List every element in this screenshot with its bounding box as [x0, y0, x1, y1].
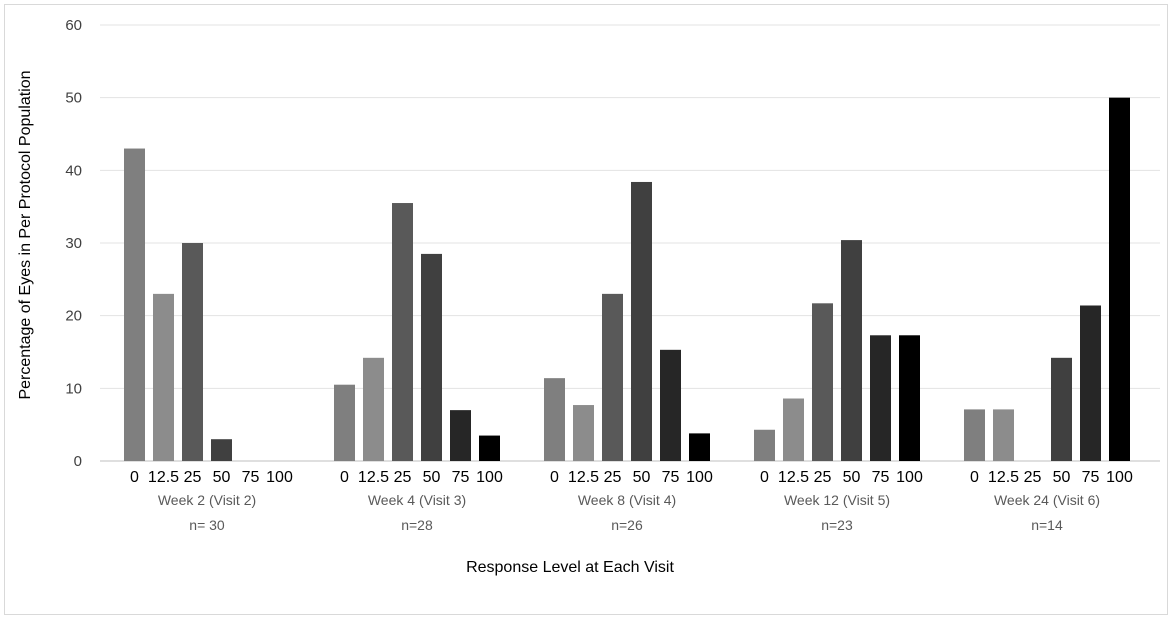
group-label: Week 4 (Visit 3)	[368, 492, 466, 508]
bar	[182, 243, 203, 461]
y-tick-label: 40	[65, 162, 82, 179]
bar	[870, 335, 891, 461]
y-tick-label: 60	[65, 17, 82, 34]
x-tick-label: 50	[1053, 469, 1071, 486]
y-tick-label: 30	[65, 235, 82, 252]
y-tick-label: 0	[74, 453, 82, 470]
group-n-label: n=14	[1031, 517, 1063, 533]
x-tick-label: 12.5	[148, 469, 179, 486]
bars	[124, 97, 1130, 462]
group-labels: Week 2 (Visit 2) n= 30 Week 4 (Visit 3) n=2…	[158, 492, 1100, 533]
bar	[631, 181, 652, 461]
x-tick-label: 25	[184, 469, 202, 486]
x-tick-label: 0	[550, 469, 559, 486]
x-tick-label: 100	[686, 469, 713, 486]
x-tick-label: 12.5	[988, 469, 1019, 486]
group-label: Week 12 (Visit 5)	[784, 492, 890, 508]
bar	[1109, 97, 1130, 462]
bar	[993, 409, 1014, 461]
x-tick-label: 25	[814, 469, 832, 486]
group-n-label: n= 30	[189, 517, 225, 533]
bar	[450, 410, 471, 461]
bar	[841, 240, 862, 461]
x-tick-label: 100	[476, 469, 503, 486]
x-axis-ticks: 0 12.5 25 50 75 100 0 12.5 25 50 75 100 0 12.5 25 50 75 1…	[130, 469, 1133, 486]
x-tick-label: 50	[843, 469, 861, 486]
x-tick-label: 0	[760, 469, 769, 486]
x-tick-label: 0	[340, 469, 349, 486]
x-tick-label: 100	[1106, 469, 1133, 486]
x-tick-label: 75	[1082, 469, 1100, 486]
bar	[544, 378, 565, 461]
bar	[783, 398, 804, 461]
x-tick-label: 0	[970, 469, 979, 486]
x-tick-label: 50	[213, 469, 231, 486]
group-label: Week 24 (Visit 6)	[994, 492, 1100, 508]
x-tick-label: 50	[423, 469, 441, 486]
x-tick-label: 100	[266, 469, 293, 486]
bar	[392, 203, 413, 462]
y-axis-label: Percentage of Eyes in Per Protocol Popul…	[17, 70, 34, 399]
bar	[124, 148, 145, 462]
x-axis-label: Response Level at Each Visit	[466, 559, 674, 576]
bar	[211, 439, 232, 461]
x-tick-label: 25	[604, 469, 622, 486]
group-n-label: n=26	[611, 517, 643, 533]
x-tick-label: 12.5	[778, 469, 809, 486]
x-tick-label: 75	[872, 469, 890, 486]
x-tick-label: 50	[633, 469, 651, 486]
x-tick-label: 100	[896, 469, 923, 486]
group-n-label: n=28	[401, 517, 433, 533]
x-tick-label: 75	[452, 469, 470, 486]
bar	[153, 293, 174, 461]
bar	[602, 293, 623, 461]
y-tick-label: 10	[65, 380, 82, 397]
bar	[1080, 305, 1101, 461]
y-tick-label: 20	[65, 308, 82, 325]
x-tick-label: 25	[1024, 469, 1042, 486]
x-tick-label: 12.5	[358, 469, 389, 486]
bar	[899, 335, 920, 461]
bar	[812, 303, 833, 461]
x-tick-label: 75	[242, 469, 260, 486]
bar	[964, 409, 985, 461]
bar	[573, 405, 594, 461]
x-tick-label: 0	[130, 469, 139, 486]
bar	[479, 435, 500, 461]
y-tick-label: 50	[65, 90, 82, 107]
y-axis-ticks: 0 10 20 30 40 50 60	[65, 17, 82, 470]
group-n-label: n=23	[821, 517, 853, 533]
x-tick-label: 25	[394, 469, 412, 486]
group-label: Week 2 (Visit 2)	[158, 492, 256, 508]
bar	[754, 429, 775, 461]
x-tick-label: 12.5	[568, 469, 599, 486]
group-label: Week 8 (Visit 4)	[578, 492, 676, 508]
x-tick-label: 75	[662, 469, 680, 486]
bar	[689, 433, 710, 461]
bar	[1051, 357, 1072, 461]
bar	[363, 357, 384, 461]
bar	[660, 349, 681, 461]
gridlines	[100, 24, 1160, 462]
bar	[421, 253, 442, 461]
bar	[334, 384, 355, 461]
